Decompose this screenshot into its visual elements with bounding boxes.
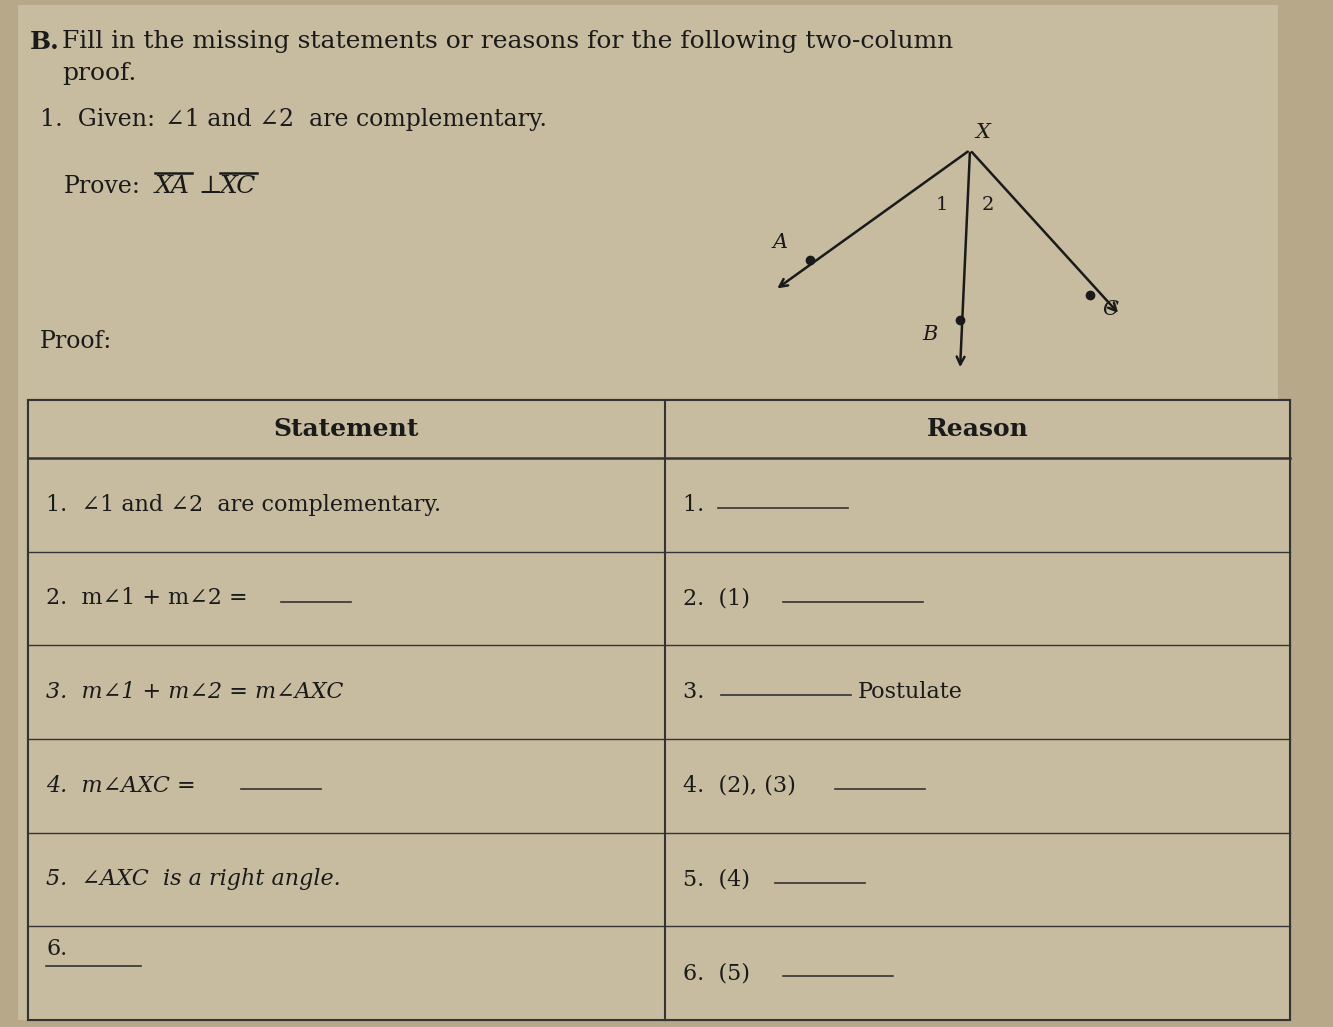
- Text: 1: 1: [936, 196, 948, 214]
- Text: ∠1 and ∠2  are complementary.: ∠1 and ∠2 are complementary.: [165, 108, 547, 131]
- Text: 3.: 3.: [682, 681, 718, 703]
- Text: B.: B.: [31, 30, 60, 54]
- Text: 1.: 1.: [682, 494, 718, 516]
- Text: C: C: [1102, 300, 1118, 319]
- Bar: [28, 400, 1290, 1020]
- Text: 6.: 6.: [47, 939, 67, 960]
- Text: Proof:: Proof:: [40, 330, 112, 353]
- FancyBboxPatch shape: [19, 5, 1278, 1020]
- Text: Prove:: Prove:: [64, 175, 141, 198]
- Bar: [28, 400, 1290, 1020]
- Text: A: A: [773, 233, 788, 252]
- Text: 4.  m∠AXC =: 4. m∠AXC =: [47, 774, 203, 797]
- Text: XC: XC: [220, 175, 256, 198]
- Text: 2.  (1): 2. (1): [682, 587, 757, 609]
- Text: X: X: [974, 123, 990, 142]
- Text: proof.: proof.: [63, 62, 136, 85]
- Text: 5.  ∠AXC  is a right angle.: 5. ∠AXC is a right angle.: [47, 869, 341, 890]
- Text: ⊥: ⊥: [199, 175, 221, 198]
- Text: B: B: [922, 325, 938, 344]
- Text: Statement: Statement: [273, 417, 419, 441]
- Text: Postulate: Postulate: [858, 681, 962, 703]
- Text: 2: 2: [982, 196, 994, 214]
- Text: 3.  m∠1 + m∠2 = m∠AXC: 3. m∠1 + m∠2 = m∠AXC: [47, 681, 344, 703]
- Text: 6.  (5): 6. (5): [682, 962, 757, 984]
- Text: 4.  (2), (3): 4. (2), (3): [682, 774, 802, 797]
- Text: Fill in the missing statements or reasons for the following two-column: Fill in the missing statements or reason…: [63, 30, 953, 53]
- Text: 1.  Given:: 1. Given:: [40, 108, 155, 131]
- Text: XA: XA: [155, 175, 189, 198]
- Text: Reason: Reason: [926, 417, 1029, 441]
- Text: 5.  (4): 5. (4): [682, 869, 757, 890]
- Text: 1.  ∠1 and ∠2  are complementary.: 1. ∠1 and ∠2 are complementary.: [47, 494, 441, 516]
- Text: 2.  m∠1 + m∠2 =: 2. m∠1 + m∠2 =: [47, 587, 255, 609]
